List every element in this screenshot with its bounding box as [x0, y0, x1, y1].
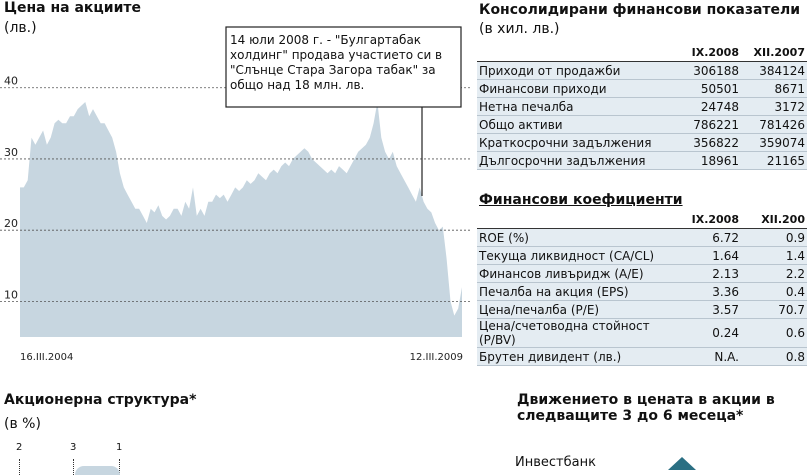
- column-header: IX.2008: [667, 211, 741, 229]
- row-value: 6.72: [667, 228, 741, 247]
- broker-name: Инвестбанк: [515, 455, 596, 470]
- row-value: 786221: [667, 115, 741, 134]
- row-label: Финансови приходи: [477, 79, 667, 98]
- y-tick-label: 40: [4, 75, 18, 88]
- row-value: 0.6: [741, 318, 807, 348]
- shareholder-tick-1: [19, 459, 21, 475]
- shareholders-unit: (в %): [4, 416, 41, 432]
- row-label: Общо активи: [477, 115, 667, 134]
- table-row: Краткосрочни задължения 356822 359074: [477, 133, 807, 152]
- row-value: 3172: [741, 97, 807, 116]
- callout-text: 14 юли 2008 г. - "Булгартабак холдинг" п…: [230, 33, 443, 92]
- ratios-table: IX.2008 XII.200 ROE (%) 6.72 0.9 Текуща ликви…: [477, 211, 807, 366]
- row-label: Нетна печалба: [477, 97, 667, 116]
- column-header: XII.200: [741, 211, 807, 229]
- consolidated-unit: (в хил. лв.): [479, 21, 560, 37]
- y-tick-label: 30: [4, 146, 18, 159]
- table-header: IX.2008 XII.200: [477, 211, 807, 229]
- x-tick-label: 16.III.2004: [20, 352, 73, 363]
- price-chart-title: Цена на акциите: [4, 0, 142, 16]
- table-header: IX.2008 XII.2007: [477, 44, 807, 62]
- row-value: 0.8: [741, 347, 807, 366]
- row-value: 24748: [667, 97, 741, 116]
- header-blank: [477, 44, 667, 62]
- shareholder-label-3: 1: [116, 442, 123, 453]
- row-label: Цена/счетоводна стойност (P/BV): [477, 318, 667, 348]
- row-label: ROE (%): [477, 228, 667, 247]
- price-chart: 10 20 30 40 16.III.2004 12.III.2009: [0, 26, 470, 363]
- shareholder-pie-slice: [75, 466, 120, 475]
- row-value: 781426: [741, 115, 807, 134]
- shareholders-title: Акционерна структура*: [4, 392, 197, 408]
- row-value: 359074: [741, 133, 807, 152]
- row-label: Печалба на акция (EPS): [477, 282, 667, 301]
- table-row: Финансови приходи 50501 8671: [477, 79, 807, 98]
- price-chart-unit: (лв.): [4, 20, 37, 36]
- movement-title-line2: следващите 3 до 6 месеца*: [517, 408, 744, 424]
- row-value: 0.9: [741, 228, 807, 247]
- row-value: 0.24: [667, 318, 741, 348]
- table-row: Цена/счетоводна стойност (P/BV) 0.24 0.6: [477, 318, 807, 348]
- x-tick-label: 12.III.2009: [410, 352, 463, 363]
- shareholder-label-2: 3: [70, 442, 77, 453]
- movement-title: Движението в цената в акции в следващите…: [517, 392, 807, 424]
- price-area: [20, 102, 462, 337]
- row-label: Цена/печалба (P/E): [477, 300, 667, 319]
- row-label: Финансов ливъридж (A/E): [477, 264, 667, 283]
- up-triangle-icon: [668, 457, 696, 470]
- row-value: 50501: [667, 79, 741, 98]
- header-blank: [477, 211, 667, 229]
- row-value: 1.4: [741, 246, 807, 265]
- row-value: 384124: [741, 61, 807, 80]
- row-value: 306188: [667, 61, 741, 80]
- row-value: 3.57: [667, 300, 741, 319]
- table-row: Цена/печалба (P/E) 3.57 70.7: [477, 300, 807, 319]
- row-label: Приходи от продажби: [477, 61, 667, 80]
- table-row: Нетна печалба 24748 3172: [477, 97, 807, 116]
- row-value: 8671: [741, 79, 807, 98]
- table-row: Финансов ливъридж (A/E) 2.13 2.2: [477, 264, 807, 283]
- shareholder-tick-2: [73, 459, 75, 475]
- consolidated-table: IX.2008 XII.2007 Приходи от продажби 306188…: [477, 44, 807, 170]
- row-value: N.A.: [667, 347, 741, 366]
- column-header: XII.2007: [741, 44, 807, 62]
- row-label: Брутен дивидент (лв.): [477, 347, 667, 366]
- shareholder-label-1: 2: [16, 442, 23, 453]
- row-value: 356822: [667, 133, 741, 152]
- row-value: 70.7: [741, 300, 807, 319]
- table-row: Текуща ликвидност (CA/CL) 1.64 1.4: [477, 246, 807, 265]
- y-tick-label: 20: [4, 217, 18, 230]
- row-value: 2.2: [741, 264, 807, 283]
- consolidated-title: Консолидирани финансови показатели: [479, 2, 801, 18]
- row-value: 0.4: [741, 282, 807, 301]
- row-value: 18961: [667, 151, 741, 170]
- ratios-title: Финансови коефициенти: [479, 192, 683, 208]
- row-value: 2.13: [667, 264, 741, 283]
- row-value: 21165: [741, 151, 807, 170]
- column-header: IX.2008: [667, 44, 741, 62]
- row-label: Текуща ликвидност (CA/CL): [477, 246, 667, 265]
- row-label: Краткосрочни задължения: [477, 133, 667, 152]
- callout-box: [225, 26, 462, 108]
- row-value: 3.36: [667, 282, 741, 301]
- table-row: ROE (%) 6.72 0.9: [477, 228, 807, 247]
- shareholder-tick-3: [119, 459, 121, 475]
- movement-title-line1: Движението в цената в акции в: [517, 392, 775, 408]
- table-row: Брутен дивидент (лв.) N.A. 0.8: [477, 347, 807, 366]
- table-row: Общо активи 786221 781426: [477, 115, 807, 134]
- row-label: Дългосрочни задължения: [477, 151, 667, 170]
- table-row: Дългосрочни задължения 18961 21165: [477, 151, 807, 170]
- table-row: Печалба на акция (EPS) 3.36 0.4: [477, 282, 807, 301]
- row-value: 1.64: [667, 246, 741, 265]
- table-row: Приходи от продажби 306188 384124: [477, 61, 807, 80]
- y-tick-label: 10: [4, 288, 18, 301]
